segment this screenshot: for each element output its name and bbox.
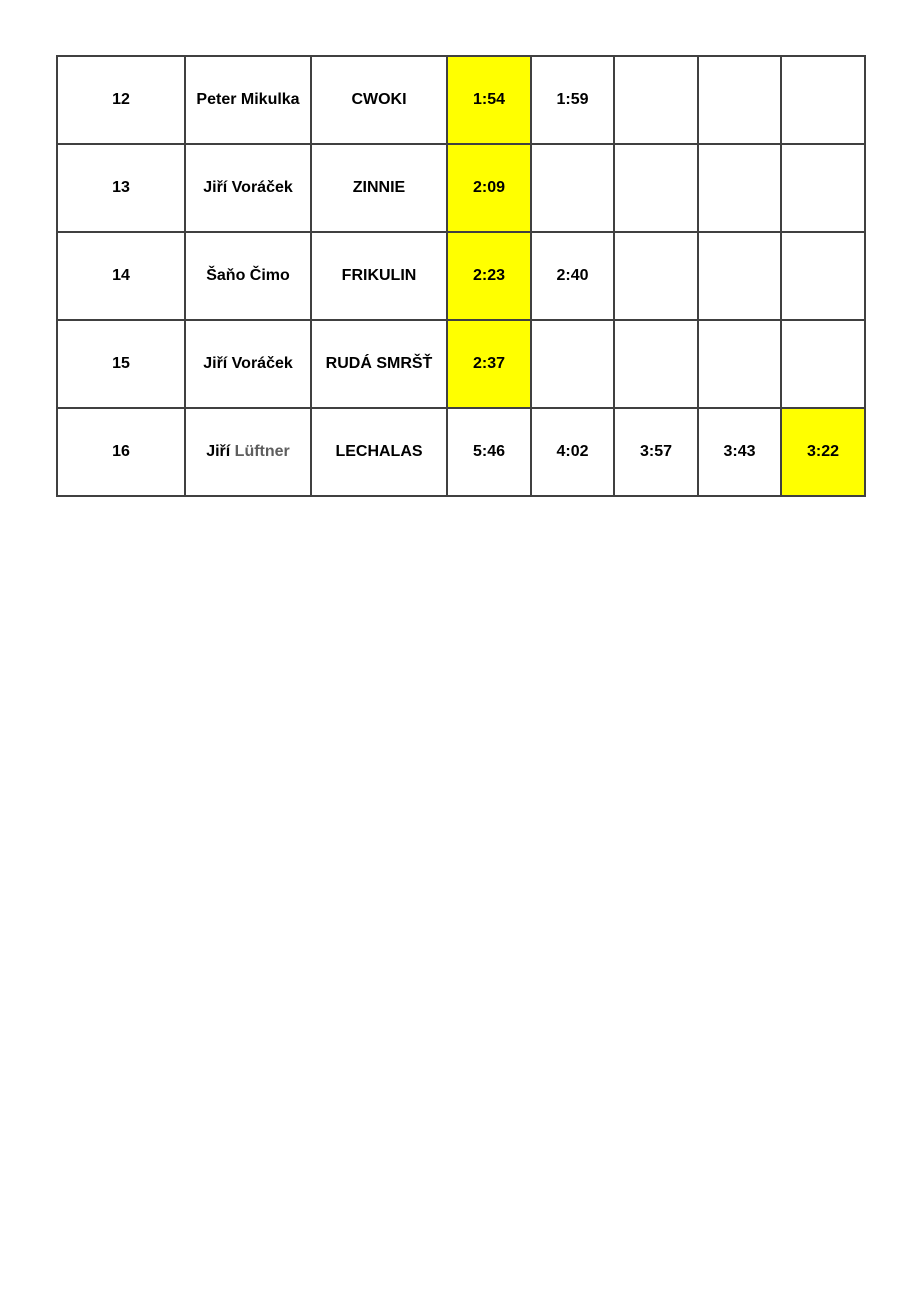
time-cell (530, 319, 615, 409)
entry-number-cell: 13 (56, 143, 186, 233)
table-row: 12 Peter Mikulka CWOKI 1:54 1:59 (56, 55, 866, 145)
time-cell: 2:40 (530, 231, 615, 321)
boat-name-cell: LECHALAS (310, 407, 448, 497)
skipper-name-text: Jiří Voráček (203, 179, 293, 197)
time-cell (697, 55, 782, 145)
time-cell: 1:54 (446, 55, 532, 145)
time-cell: 3:22 (780, 407, 866, 497)
entry-number-cell: 16 (56, 407, 186, 497)
skipper-name-muted: Lüftner (234, 443, 290, 461)
time-cell: 1:59 (530, 55, 615, 145)
boat-name-cell: FRIKULIN (310, 231, 448, 321)
skipper-name-cell: Jiří Voráček (184, 319, 312, 409)
time-cell: 2:37 (446, 319, 532, 409)
table-row: 13 Jiří Voráček ZINNIE 2:09 (56, 143, 866, 233)
skipper-name-cell: Jiří Voráček (184, 143, 312, 233)
skipper-name-cell: Šaňo Čimo (184, 231, 312, 321)
skipper-name-text: Jiří Voráček (203, 355, 293, 373)
time-cell (530, 143, 615, 233)
time-cell (780, 143, 866, 233)
time-cell (780, 319, 866, 409)
skipper-name-text: Peter Mikulka (196, 91, 300, 109)
time-cell (780, 55, 866, 145)
time-cell: 2:09 (446, 143, 532, 233)
results-table: 12 Peter Mikulka CWOKI 1:54 1:59 13 Jiří Voráč… (56, 55, 866, 497)
skipper-name-text: Jiří (206, 443, 235, 461)
time-cell: 3:57 (613, 407, 699, 497)
entry-number-cell: 14 (56, 231, 186, 321)
time-cell (697, 231, 782, 321)
time-cell (613, 143, 699, 233)
time-cell (697, 143, 782, 233)
time-cell (780, 231, 866, 321)
time-cell (613, 231, 699, 321)
table-row: 15 Jiří Voráček RUDÁ SMRŠŤ 2:37 (56, 319, 866, 409)
time-cell (613, 55, 699, 145)
time-cell (613, 319, 699, 409)
skipper-name-text: Šaňo Čimo (206, 267, 290, 285)
time-cell: 2:23 (446, 231, 532, 321)
entry-number-cell: 12 (56, 55, 186, 145)
boat-name-cell: RUDÁ SMRŠŤ (310, 319, 448, 409)
results-table-body: 12 Peter Mikulka CWOKI 1:54 1:59 13 Jiří Voráč… (56, 55, 866, 497)
table-row: 14 Šaňo Čimo FRIKULIN 2:23 2:40 (56, 231, 866, 321)
skipper-name-cell: Peter Mikulka (184, 55, 312, 145)
boat-name-cell: ZINNIE (310, 143, 448, 233)
time-cell: 4:02 (530, 407, 615, 497)
entry-number-cell: 15 (56, 319, 186, 409)
table-row: 16 Jiří Lüftner LECHALAS 5:46 4:02 3:57 3:43 3:… (56, 407, 866, 497)
skipper-name-cell: Jiří Lüftner (184, 407, 312, 497)
time-cell (697, 319, 782, 409)
time-cell: 5:46 (446, 407, 532, 497)
time-cell: 3:43 (697, 407, 782, 497)
boat-name-cell: CWOKI (310, 55, 448, 145)
